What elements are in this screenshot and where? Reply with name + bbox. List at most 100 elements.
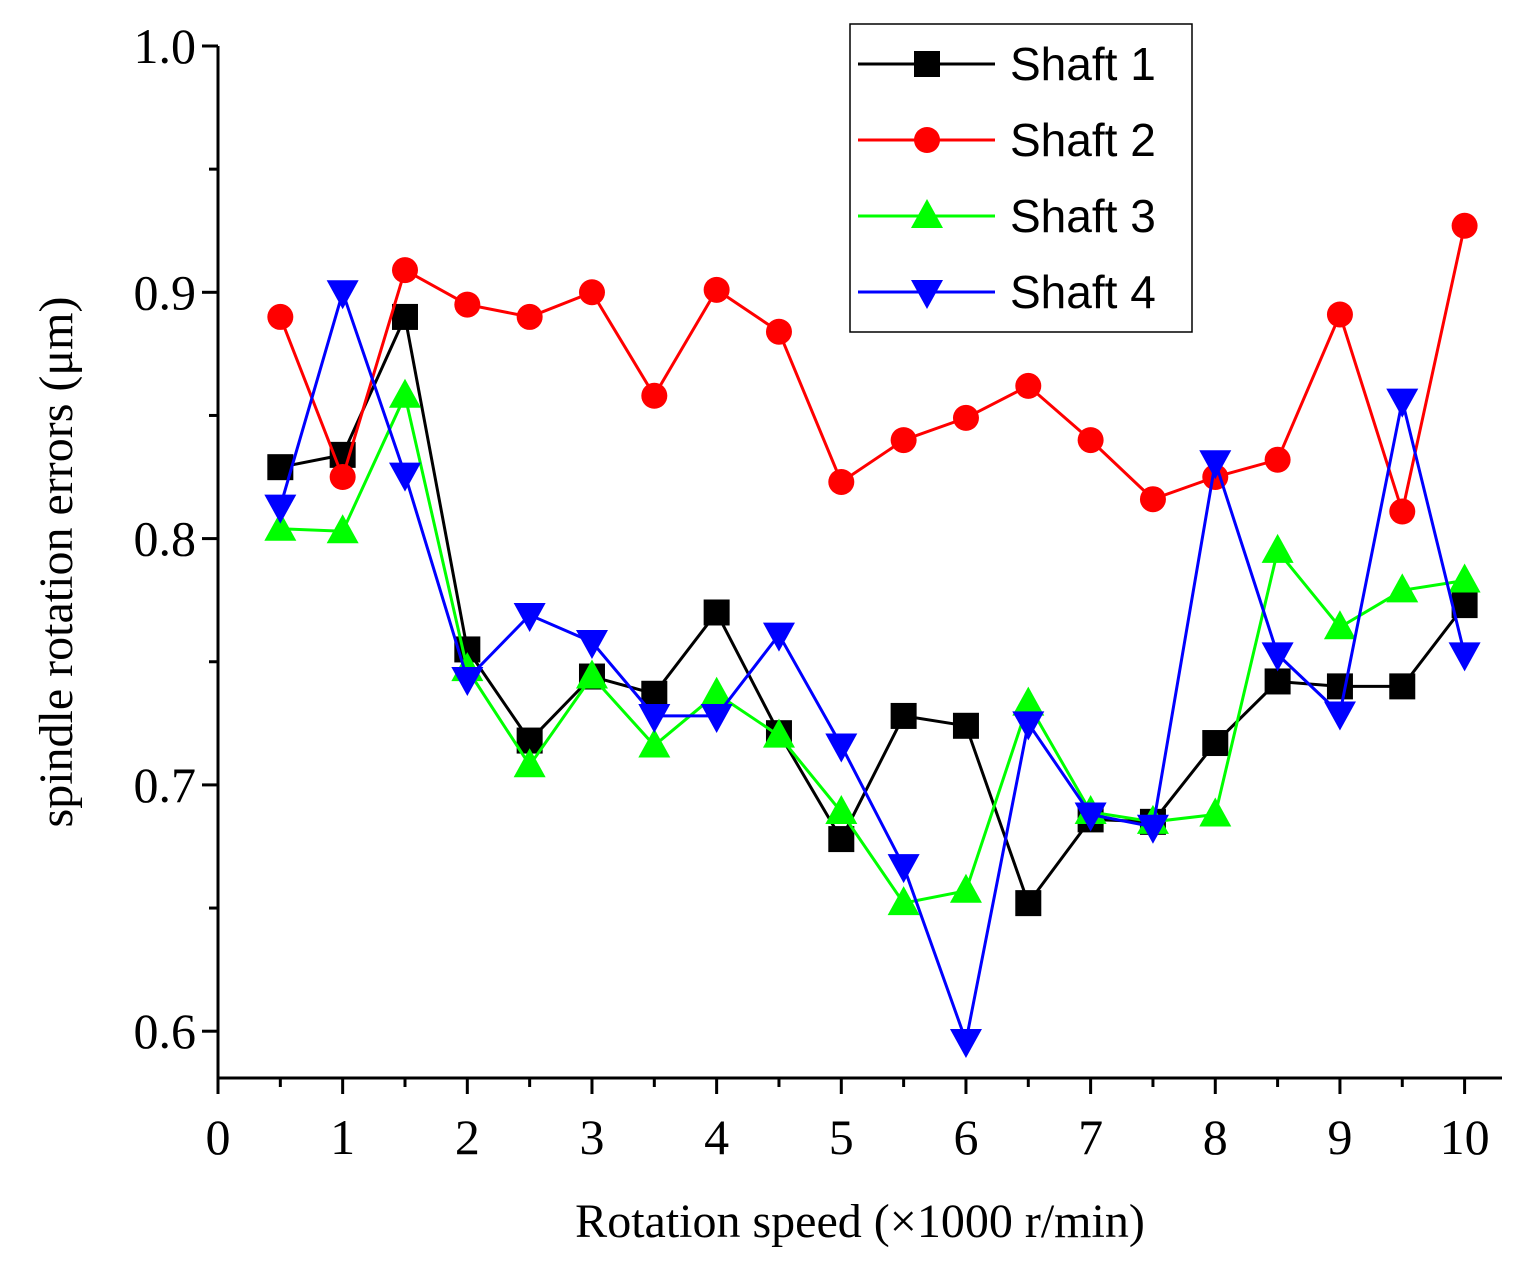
x-tick-label: 2	[455, 1109, 480, 1165]
x-tick-label: 0	[206, 1109, 231, 1165]
series-shaft-4	[264, 280, 1481, 1059]
data-point-shaft-2	[267, 303, 294, 330]
data-point-shaft-1	[1264, 668, 1291, 695]
data-point-shaft-3	[1199, 797, 1232, 827]
data-point-shaft-3	[575, 659, 608, 689]
data-point-shaft-4	[1136, 814, 1169, 844]
data-point-shaft-3	[264, 511, 297, 541]
data-point-shaft-4	[949, 1029, 982, 1059]
data-point-shaft-2	[1264, 446, 1291, 473]
legend-item-shaft-4: Shaft 4	[858, 266, 1156, 318]
legend-label-shaft-1: Shaft 1	[1010, 38, 1156, 90]
data-point-shaft-2	[641, 382, 668, 409]
data-point-shaft-3	[762, 718, 795, 748]
legend-marker-shaft-2	[914, 127, 940, 153]
x-tick-label: 1	[330, 1109, 355, 1165]
data-point-shaft-3	[887, 886, 920, 916]
data-point-shaft-1	[1015, 890, 1042, 917]
data-point-shaft-2	[329, 464, 356, 491]
data-point-shaft-2	[765, 318, 792, 345]
data-point-shaft-4	[638, 703, 671, 733]
data-point-shaft-2	[1389, 498, 1416, 525]
x-tick-label: 3	[579, 1109, 604, 1165]
y-tick-label: 0.8	[134, 511, 197, 567]
y-tick-label: 0.6	[134, 1003, 197, 1059]
series-line-shaft-4	[278, 287, 1467, 1047]
data-point-shaft-4	[264, 494, 297, 524]
legend-label-shaft-4: Shaft 4	[1010, 266, 1156, 318]
data-point-shaft-3	[949, 873, 982, 903]
legend-item-shaft-1: Shaft 1	[858, 38, 1156, 90]
data-point-shaft-1	[890, 702, 917, 729]
data-point-shaft-4	[825, 733, 858, 763]
data-point-shaft-2	[391, 257, 418, 284]
data-point-shaft-4	[388, 462, 421, 492]
legend-box	[849, 23, 1193, 333]
data-point-shaft-2	[1139, 486, 1166, 513]
x-axis-title: Rotation speed (×1000 r/min)	[575, 1195, 1145, 1248]
data-point-shaft-3	[1386, 573, 1419, 603]
legend-items: Shaft 1 Shaft 2 Shaft 3 Shaft 4	[858, 38, 1156, 318]
data-point-shaft-4	[1074, 802, 1107, 832]
y-tick-label: 0.9	[134, 264, 197, 320]
data-point-shaft-2	[890, 427, 917, 454]
data-point-shaft-2	[1077, 427, 1104, 454]
data-point-shaft-3	[638, 728, 671, 758]
x-tick-label: 8	[1203, 1109, 1228, 1165]
data-point-shaft-1	[1326, 673, 1353, 700]
legend-item-shaft-3: Shaft 3	[858, 190, 1156, 242]
data-point-shaft-2	[952, 404, 979, 431]
data-point-shaft-2	[1326, 301, 1353, 328]
y-ticks: 0.6 0.7 0.8 0.9 1.0	[134, 18, 218, 1059]
y-tick-label: 1.0	[134, 18, 197, 74]
data-point-shaft-2	[516, 303, 543, 330]
data-point-shaft-1	[391, 303, 418, 330]
data-point-shaft-2	[703, 276, 730, 303]
data-point-shaft-2	[828, 468, 855, 495]
data-point-shaft-3	[1261, 533, 1294, 563]
data-point-shaft-4	[1012, 711, 1045, 741]
series-line-shaft-1	[280, 311, 1466, 907]
data-point-shaft-3	[388, 378, 421, 408]
data-point-shaft-4	[513, 602, 546, 632]
legend-label-shaft-3: Shaft 3	[1010, 190, 1156, 242]
y-tick-label: 0.7	[134, 757, 197, 813]
data-point-shaft-1	[703, 599, 730, 626]
data-point-shaft-3	[326, 514, 359, 544]
x-tick-label: 6	[953, 1109, 978, 1165]
data-point-shaft-1	[1389, 673, 1416, 700]
series-line-shaft-3	[280, 391, 1465, 905]
series-shaft-3	[264, 378, 1481, 916]
legend-marker-shaft-4	[911, 280, 943, 309]
x-tick-label: 10	[1440, 1109, 1490, 1165]
data-point-shaft-1	[1202, 730, 1229, 757]
data-point-shaft-3	[513, 748, 546, 778]
data-point-shaft-4	[887, 854, 920, 884]
legend-marker-shaft-3	[911, 199, 943, 228]
data-point-shaft-2	[1015, 372, 1042, 399]
x-ticks: 0 1 2 3 4 5 6 7 8 9 10	[206, 1078, 1490, 1165]
data-point-shaft-4	[762, 622, 795, 652]
legend-item-shaft-2: Shaft 2	[858, 114, 1156, 166]
data-point-shaft-1	[828, 826, 855, 853]
data-point-shaft-3	[825, 794, 858, 824]
legend: Shaft 1 Shaft 2 Shaft 3 Shaft 4	[849, 23, 1193, 333]
data-point-shaft-2	[454, 291, 481, 318]
data-point-shaft-1	[641, 680, 668, 707]
series-layer	[264, 212, 1481, 1059]
data-point-shaft-4	[326, 280, 359, 310]
series-shaft-1	[267, 303, 1478, 917]
data-point-shaft-4	[1199, 450, 1232, 480]
data-point-shaft-2	[578, 279, 605, 306]
x-tick-label: 4	[704, 1109, 729, 1165]
series-shaft-2	[267, 212, 1478, 525]
data-point-shaft-4	[1386, 388, 1419, 418]
data-point-shaft-4	[1448, 642, 1481, 672]
x-tick-label: 9	[1327, 1109, 1352, 1165]
data-point-shaft-1	[952, 712, 979, 739]
data-point-shaft-4	[575, 630, 608, 660]
x-tick-label: 5	[829, 1109, 854, 1165]
data-point-shaft-4	[1323, 701, 1356, 731]
legend-label-shaft-2: Shaft 2	[1010, 114, 1156, 166]
